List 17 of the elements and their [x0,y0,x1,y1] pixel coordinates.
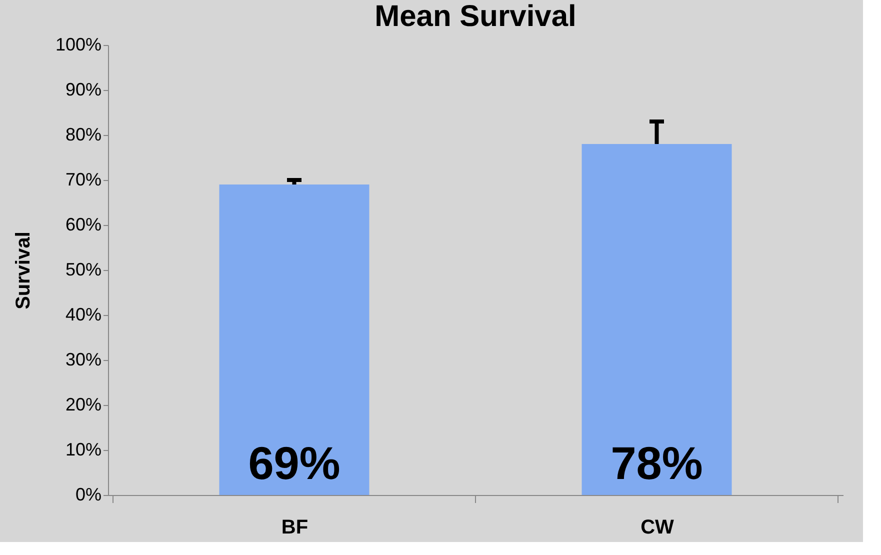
x-tick-label: CW [640,516,674,538]
y-tick-label: 70% [65,170,102,190]
y-tick-label: 80% [65,124,102,144]
y-tick-label: 10% [65,440,102,460]
y-tick-label: 90% [65,80,102,100]
chart-title: Mean Survival [374,0,576,33]
y-tick-label: 20% [65,394,102,414]
y-axis-title: Survival [12,232,34,310]
data-label: 78% [610,437,703,489]
y-tick-label: 60% [65,214,102,234]
data-label: 69% [248,437,340,489]
y-tick-label: 50% [65,260,102,280]
y-tick-label: 0% [75,484,102,504]
y-tick-label: 40% [65,304,102,324]
x-tick-label: BF [281,516,308,538]
y-tick-label: 30% [65,350,102,370]
y-tick-label: 100% [55,34,102,54]
